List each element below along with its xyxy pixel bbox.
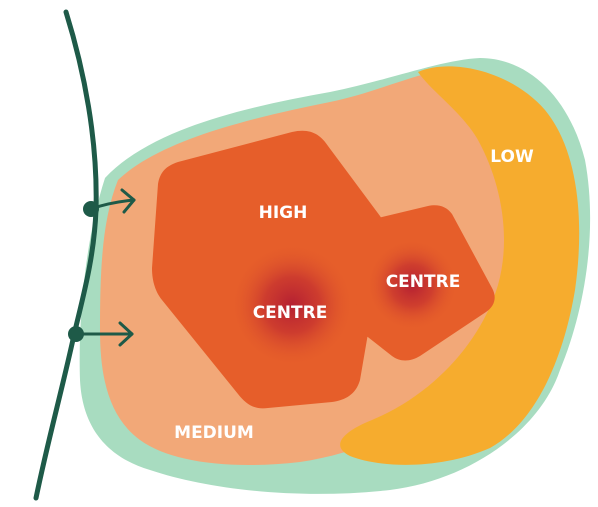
arrow-right-icon: [89, 188, 136, 214]
centre-main-label: CENTRE: [253, 303, 328, 323]
high-label: HIGH: [259, 203, 308, 223]
centre-core-secondary: [366, 239, 458, 331]
low-zone: [340, 66, 580, 465]
boundary-line: [33, 9, 99, 501]
medium-label: MEDIUM: [174, 423, 254, 443]
arrow-right-icon: [74, 321, 134, 347]
centre-core-main: [230, 243, 354, 367]
low-label: LOW: [490, 147, 534, 167]
centre-secondary-label: CENTRE: [386, 272, 461, 292]
